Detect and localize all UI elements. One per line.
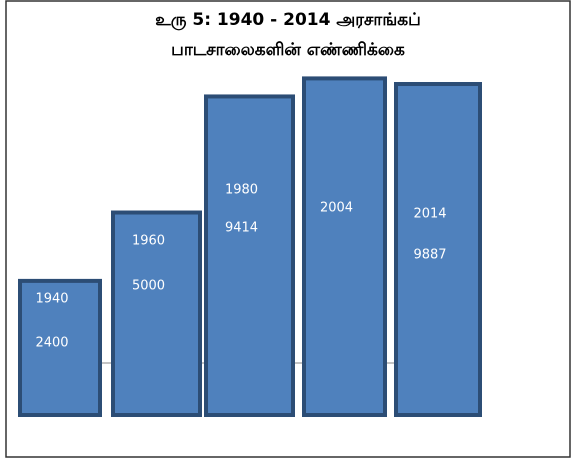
- category-label: 2004: [320, 201, 353, 216]
- value-label: 5000: [132, 279, 165, 294]
- bar: [18, 278, 102, 417]
- value-label: 2400: [35, 336, 68, 351]
- chart-title: உரு 5: 1940 - 2014 அரசாங்கப்: [155, 10, 420, 30]
- bar: [111, 210, 202, 417]
- category-label: 2014: [413, 207, 446, 222]
- category-label: 1960: [132, 234, 165, 249]
- bar: [394, 82, 482, 418]
- chart-title: பாடசாலைகளின் எண்ணிக்கை: [171, 40, 405, 60]
- category-label: 1980: [225, 183, 258, 198]
- bar: [302, 76, 387, 417]
- bar: [204, 94, 295, 418]
- value-label: 9414: [225, 221, 258, 236]
- category-label: 1940: [35, 292, 68, 307]
- value-label: 9887: [413, 248, 446, 263]
